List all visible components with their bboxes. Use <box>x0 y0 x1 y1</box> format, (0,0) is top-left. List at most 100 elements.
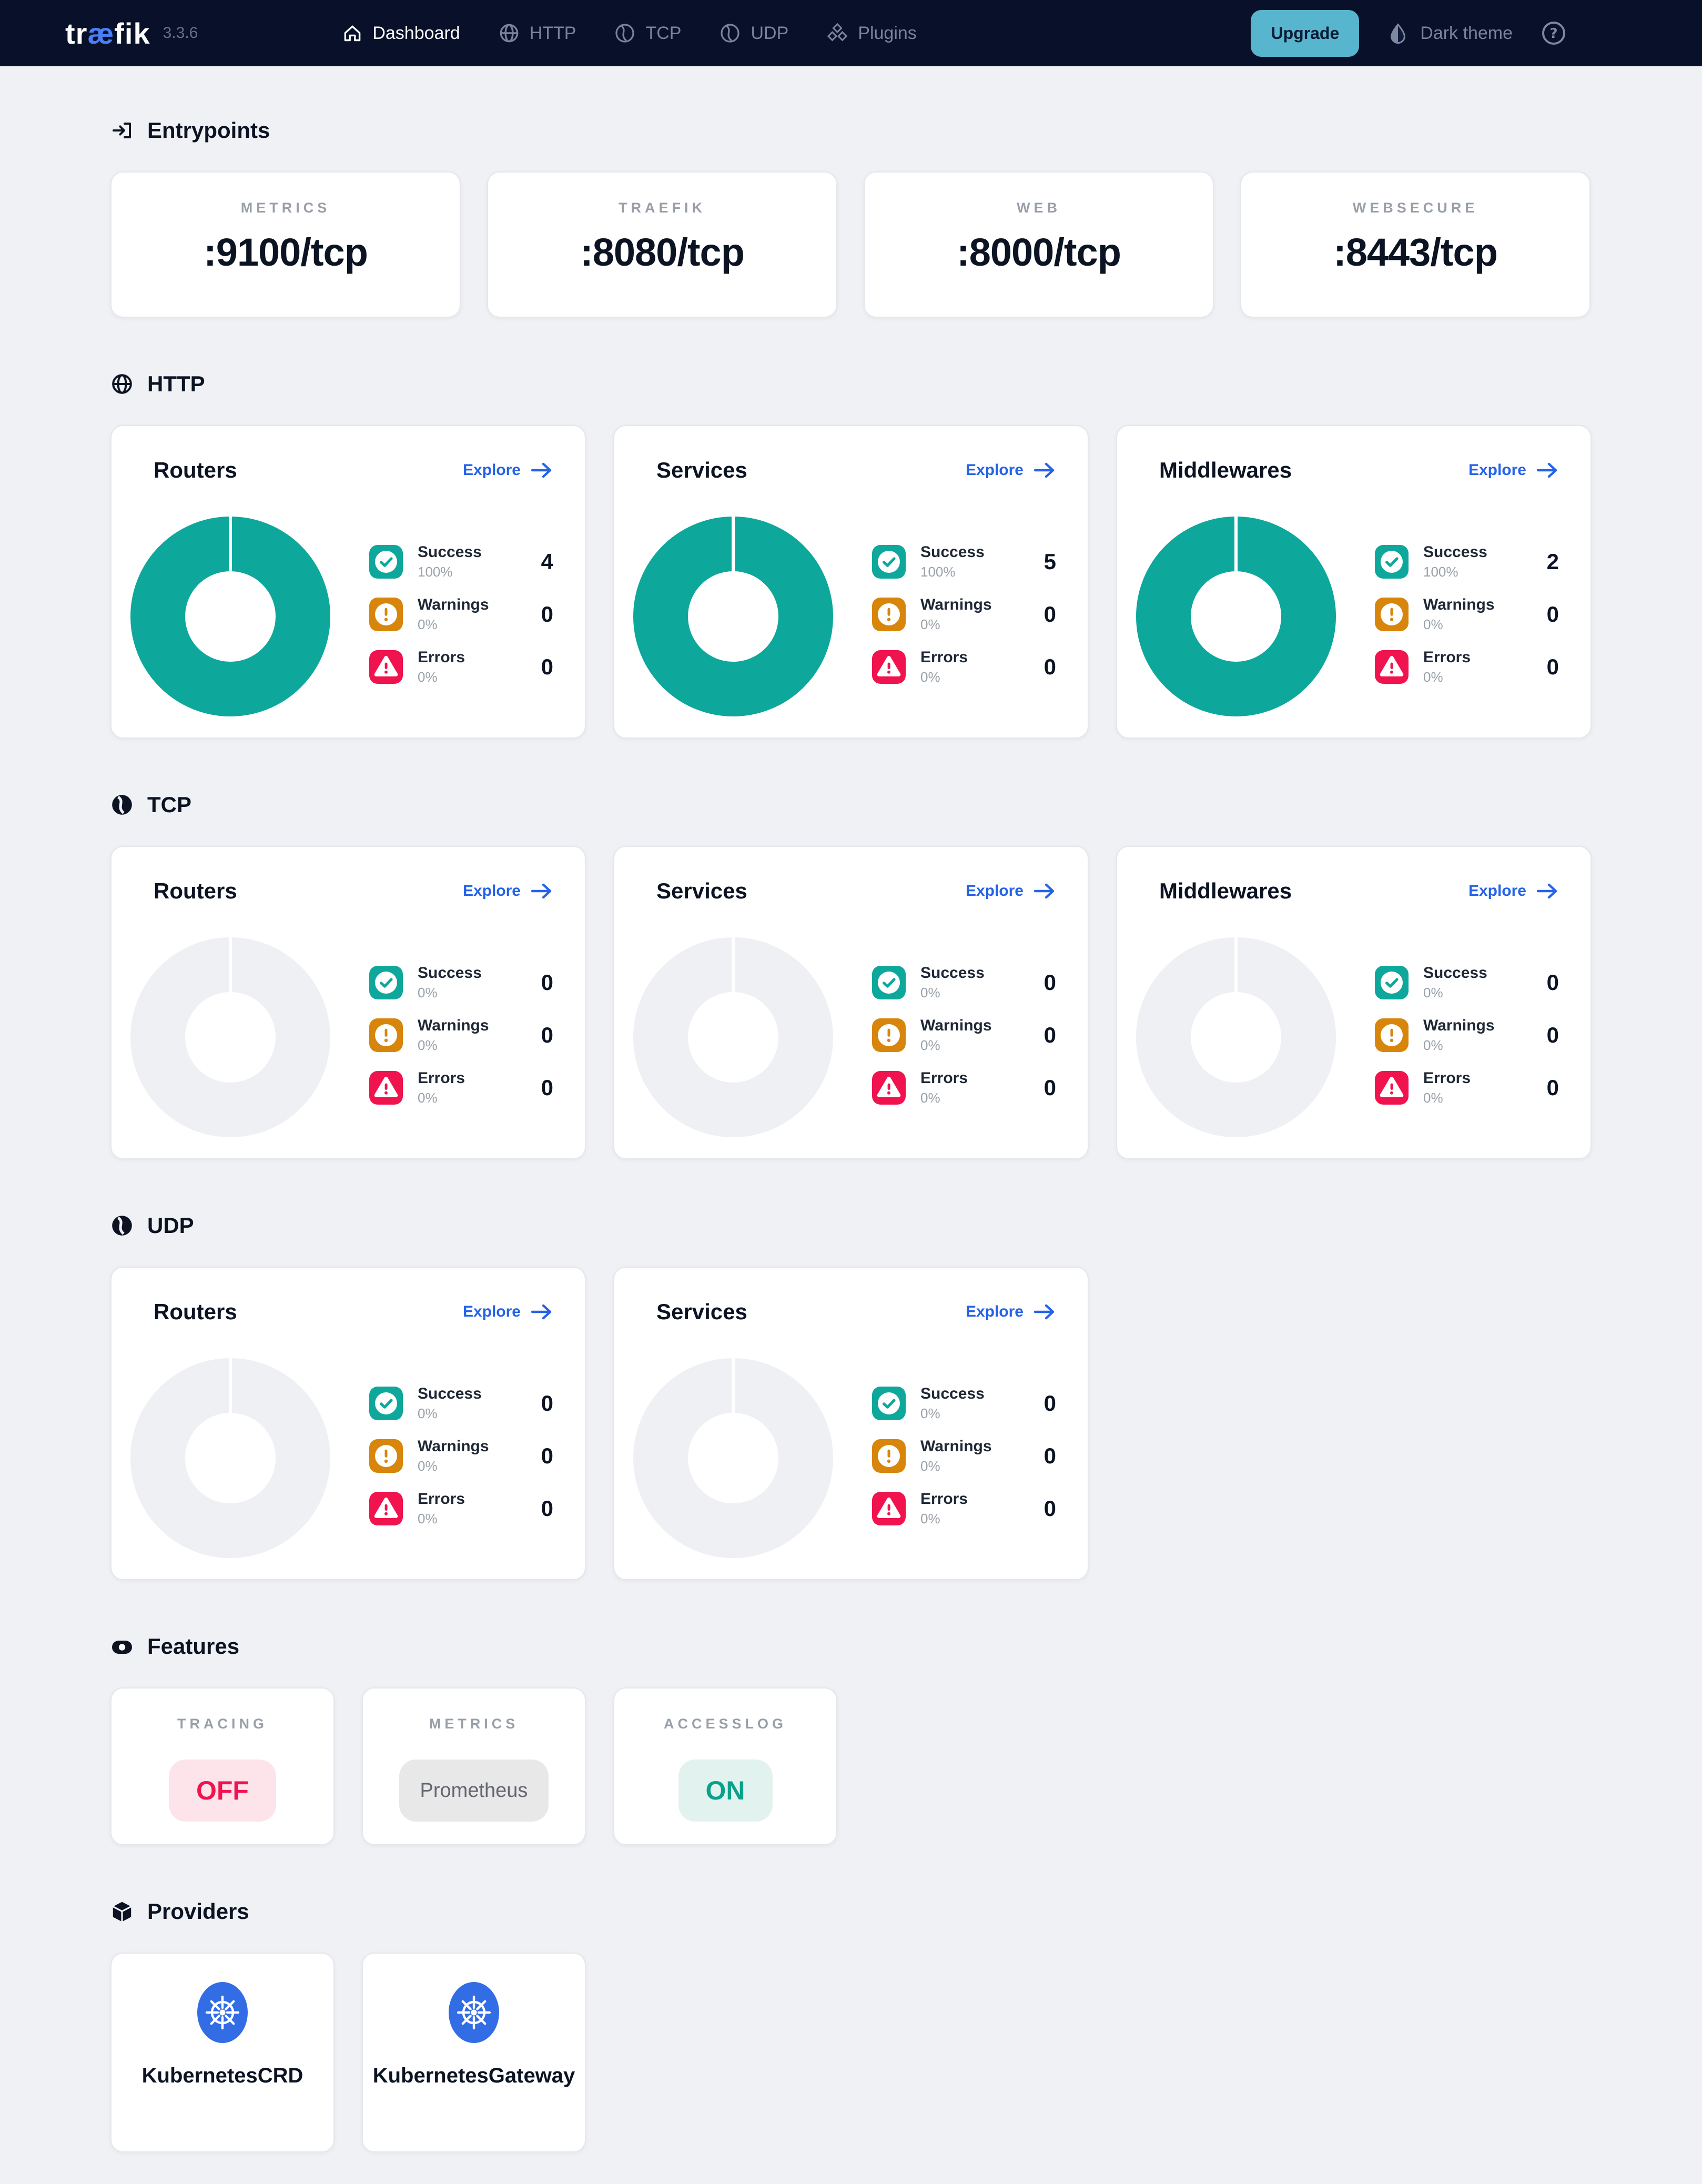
explore-link[interactable]: Explore <box>1468 461 1559 479</box>
section-features: Features TRACING OFF METRICS Prometheus … <box>110 1634 1592 1845</box>
nav-item-dashboard[interactable]: Dashboard <box>342 23 460 44</box>
help-button[interactable]: ? <box>1540 19 1567 47</box>
stat-row-errors: Errors 0% 0 <box>872 1069 1056 1106</box>
card-header: Services Explore <box>614 847 1088 904</box>
metrics-card: Services Explore Success 100% 5 <box>613 425 1089 739</box>
stat-value: 0 <box>541 1443 553 1468</box>
arrow-right-icon <box>531 883 552 899</box>
stat-percent: 0% <box>418 1458 438 1474</box>
explore-link[interactable]: Explore <box>966 461 1056 479</box>
nav-item-label: TCP <box>645 23 682 43</box>
section-tcp: TCP Routers Explore Success <box>110 792 1592 1159</box>
card-header: Services Explore <box>614 426 1088 483</box>
metrics-card: Routers Explore Success 0% 0 <box>110 1267 586 1580</box>
explore-label: Explore <box>462 461 521 479</box>
section-title: Entrypoints <box>147 118 270 143</box>
stat-percent: 0% <box>920 984 940 1000</box>
error-icon <box>872 650 906 684</box>
traefik-logo: træfik <box>65 16 150 50</box>
card-header: Middlewares Explore <box>1117 847 1590 904</box>
arrow-right-icon <box>1536 883 1557 899</box>
stat-percent: 0% <box>920 1405 940 1421</box>
section-entrypoints: Entrypoints METRICS :9100/tcp TRAEFIK :8… <box>110 118 1592 318</box>
explore-label: Explore <box>965 1303 1024 1320</box>
stat-texts: Success 100% <box>1423 543 1487 580</box>
error-icon <box>369 650 403 684</box>
stat-texts: Success 0% <box>418 1385 482 1422</box>
providers-header: Providers <box>110 1899 1592 1924</box>
error-icon <box>872 1492 906 1525</box>
success-icon <box>369 966 403 999</box>
stats-legend: Success 0% 0 Warnings 0% 0 <box>369 1385 553 1543</box>
stat-label: Errors <box>920 1069 968 1087</box>
stat-percent: 100% <box>1423 563 1458 580</box>
top-navbar: træfik 3.3.6 Dashboard HTTP TCP UDP <box>0 0 1702 66</box>
stat-percent: 0% <box>418 984 438 1000</box>
theme-toggle[interactable]: Dark theme <box>1386 22 1513 45</box>
stat-row-warnings: Warnings 0% 0 <box>1375 596 1559 632</box>
stat-row-errors: Errors 0% 0 <box>369 649 553 685</box>
section-udp: UDP Routers Explore Success <box>110 1213 1592 1580</box>
feature-status-badge: OFF <box>169 1760 276 1822</box>
stat-row-warnings: Warnings 0% 0 <box>369 596 553 632</box>
home-icon <box>342 23 363 44</box>
provider-name: KubernetesGateway <box>372 2064 575 2087</box>
explore-link[interactable]: Explore <box>463 1303 553 1321</box>
stat-label: Warnings <box>920 596 992 614</box>
success-icon <box>369 545 403 579</box>
entrypoints-icon <box>110 119 134 142</box>
card-header: Services Explore <box>614 1268 1088 1324</box>
explore-link[interactable]: Explore <box>966 882 1056 900</box>
stat-percent: 0% <box>920 1089 940 1106</box>
entrypoint-port: :9100/tcp <box>204 230 368 274</box>
help-icon: ? <box>1540 19 1567 47</box>
protocol-ball-icon <box>614 22 636 44</box>
package-icon <box>110 1900 134 1923</box>
explore-link[interactable]: Explore <box>1468 882 1559 900</box>
upgrade-button[interactable]: Upgrade <box>1251 9 1360 57</box>
stat-percent: 0% <box>418 1510 438 1526</box>
explore-label: Explore <box>965 882 1024 899</box>
explore-link[interactable]: Explore <box>966 1303 1056 1321</box>
nav-item-label: Dashboard <box>372 23 460 43</box>
nav-item-http[interactable]: HTTP <box>498 22 576 44</box>
warning-icon <box>1375 598 1409 631</box>
entrypoints-header: Entrypoints <box>110 118 1592 143</box>
entrypoint-card: WEB :8000/tcp <box>864 171 1214 318</box>
explore-label: Explore <box>462 1303 521 1320</box>
stat-percent: 100% <box>920 563 956 580</box>
stat-value: 0 <box>541 1023 553 1047</box>
stat-value: 0 <box>1044 1496 1056 1521</box>
stat-label: Success <box>1423 543 1487 561</box>
donut-chart <box>1136 517 1336 716</box>
stat-percent: 0% <box>920 1037 940 1053</box>
section-title: Providers <box>147 1899 249 1924</box>
stat-label: Warnings <box>920 1438 992 1455</box>
stat-percent: 100% <box>418 563 453 580</box>
stat-label: Errors <box>920 1490 968 1508</box>
udp-header: UDP <box>110 1213 1592 1238</box>
entrypoint-port: :8000/tcp <box>957 230 1121 274</box>
stat-label: Success <box>1423 964 1487 982</box>
stat-row-success: Success 100% 2 <box>1375 543 1559 580</box>
tcp-header: TCP <box>110 792 1592 817</box>
stat-percent: 0% <box>418 1037 438 1053</box>
stat-value: 0 <box>1044 1023 1056 1047</box>
stat-percent: 0% <box>1423 984 1443 1000</box>
explore-link[interactable]: Explore <box>463 461 553 479</box>
stat-value: 0 <box>1044 1391 1056 1415</box>
card-title: Middlewares <box>1159 878 1292 903</box>
error-icon <box>1375 1071 1409 1105</box>
nav-item-udp[interactable]: UDP <box>719 22 788 44</box>
donut-chart <box>1136 937 1336 1137</box>
stat-row-errors: Errors 0% 0 <box>872 649 1056 685</box>
stat-value: 0 <box>1044 970 1056 995</box>
explore-link[interactable]: Explore <box>463 882 553 900</box>
stat-value: 0 <box>1546 1075 1559 1100</box>
nav-item-plugins[interactable]: Plugins <box>826 22 917 44</box>
stat-value: 0 <box>1044 602 1056 626</box>
stat-row-warnings: Warnings 0% 0 <box>872 1017 1056 1053</box>
stat-texts: Success 0% <box>920 1385 985 1422</box>
stat-row-success: Success 0% 0 <box>872 1385 1056 1422</box>
nav-item-tcp[interactable]: TCP <box>614 22 681 44</box>
